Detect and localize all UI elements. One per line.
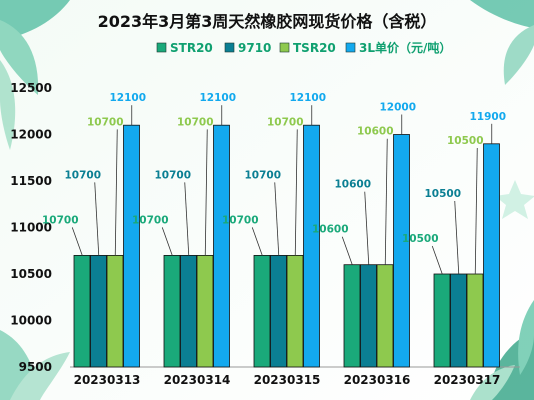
bar-2-3 bbox=[376, 264, 394, 368]
bar-2-2 bbox=[286, 254, 304, 368]
bar-0-3 bbox=[343, 264, 361, 368]
data-label-2-3: 10600 bbox=[357, 126, 394, 138]
leader-line-0-4 bbox=[431, 245, 443, 275]
bar-1-0 bbox=[90, 254, 107, 368]
bar-2-4 bbox=[466, 273, 484, 368]
leader-line-0-1 bbox=[161, 227, 173, 256]
y-tick-label-6: 12500 bbox=[10, 81, 52, 95]
leader-line-2-0 bbox=[114, 129, 118, 256]
leader-line-1-4 bbox=[454, 200, 460, 275]
legend-swatch-1 bbox=[224, 42, 235, 53]
leader-line-2-3 bbox=[384, 138, 388, 265]
legend-swatch-0 bbox=[156, 42, 167, 53]
data-label-0-3: 10600 bbox=[312, 224, 349, 236]
legend-label-3: 3L单价（元/吨） bbox=[359, 40, 451, 55]
leader-line-1-3 bbox=[364, 191, 370, 265]
bar-1-4 bbox=[450, 273, 467, 368]
bar-3-4 bbox=[483, 143, 500, 368]
leaf-decoration-top-left bbox=[0, 0, 70, 150]
y-tick-label-4: 11500 bbox=[10, 174, 52, 188]
bar-1-1 bbox=[180, 254, 197, 368]
legend-label-1: 9710 bbox=[238, 41, 271, 55]
data-label-1-2: 10700 bbox=[244, 169, 281, 181]
y-tick-label-3: 11000 bbox=[10, 221, 52, 235]
leader-line-1-0 bbox=[94, 182, 100, 256]
data-label-2-1: 10700 bbox=[177, 116, 214, 128]
leader-line-0-2 bbox=[251, 227, 263, 256]
x-tick-label-0: 20230313 bbox=[74, 373, 141, 387]
bar-0-0 bbox=[73, 254, 91, 368]
leader-line-0-0 bbox=[71, 227, 83, 256]
legend-swatch-3 bbox=[345, 42, 356, 53]
leader-line-2-2 bbox=[294, 129, 298, 256]
bar-0-2 bbox=[253, 254, 271, 368]
data-label-3-2: 12100 bbox=[289, 92, 326, 104]
data-label-2-4: 10500 bbox=[447, 135, 484, 147]
leader-line-1-2 bbox=[274, 182, 280, 256]
bar-0-4 bbox=[433, 273, 451, 368]
leader-lines bbox=[71, 105, 493, 275]
data-label-1-4: 10500 bbox=[424, 188, 461, 200]
data-label-1-3: 10600 bbox=[334, 179, 371, 191]
y-tick-label-5: 12000 bbox=[10, 128, 52, 142]
leader-line-0-3 bbox=[341, 236, 353, 265]
data-label-3-1: 12100 bbox=[199, 92, 236, 104]
leaf-decoration-bottom-left bbox=[0, 330, 70, 400]
data-label-3-0: 12100 bbox=[109, 92, 146, 104]
bar-0-1 bbox=[163, 254, 181, 368]
chart-title: 2023年3月第3周天然橡胶网现货价格（含税） bbox=[98, 12, 437, 31]
leader-line-2-4 bbox=[474, 147, 478, 275]
data-label-1-0: 10700 bbox=[64, 169, 101, 181]
data-label-1-1: 10700 bbox=[154, 169, 191, 181]
bar-1-3 bbox=[360, 264, 377, 368]
data-label-3-3: 12000 bbox=[379, 102, 416, 114]
bars bbox=[73, 124, 500, 368]
data-label-2-0: 10700 bbox=[87, 116, 124, 128]
data-label-3-4: 11900 bbox=[469, 111, 506, 123]
data-label-0-1: 10700 bbox=[132, 214, 169, 226]
legend-swatch-2 bbox=[279, 42, 290, 53]
x-tick-label-3: 20230316 bbox=[344, 373, 411, 387]
y-tick-label-2: 10500 bbox=[10, 267, 52, 281]
data-label-2-2: 10700 bbox=[267, 116, 304, 128]
data-label-0-2: 10700 bbox=[222, 214, 259, 226]
bar-1-2 bbox=[270, 254, 287, 368]
leaf-decoration-bottom-right bbox=[470, 180, 534, 400]
bar-2-1 bbox=[196, 254, 214, 368]
x-axis: 20230313 20230314 20230315 20230316 20230317 bbox=[70, 366, 520, 387]
legend: STR20 9710 TSR20 3L单价（元/吨） bbox=[156, 40, 451, 55]
data-label-0-0: 10700 bbox=[42, 214, 79, 226]
y-axis: 9500 10000 10500 11000 11500 12000 12500 bbox=[10, 81, 52, 374]
x-tick-label-1: 20230314 bbox=[164, 373, 231, 387]
x-tick-label-2: 20230315 bbox=[254, 373, 321, 387]
y-tick-label-0: 9500 bbox=[19, 360, 52, 374]
y-tick-label-1: 10000 bbox=[10, 314, 52, 328]
data-labels: 10700 10700 10700 12100 10700 10700 10700 12100… bbox=[42, 92, 506, 245]
legend-label-0: STR20 bbox=[170, 41, 213, 55]
bar-3-1 bbox=[213, 124, 230, 368]
leader-line-2-1 bbox=[204, 129, 208, 256]
bar-2-0 bbox=[106, 254, 124, 368]
x-tick-label-4: 20230317 bbox=[434, 373, 501, 387]
bar-3-2 bbox=[303, 124, 320, 368]
legend-label-2: TSR20 bbox=[293, 41, 336, 55]
leader-line-1-1 bbox=[184, 182, 190, 256]
leaf-decoration-top-right bbox=[470, 0, 534, 85]
bar-3-0 bbox=[123, 124, 140, 368]
data-label-0-4: 10500 bbox=[402, 233, 439, 245]
bar-3-3 bbox=[393, 134, 410, 368]
